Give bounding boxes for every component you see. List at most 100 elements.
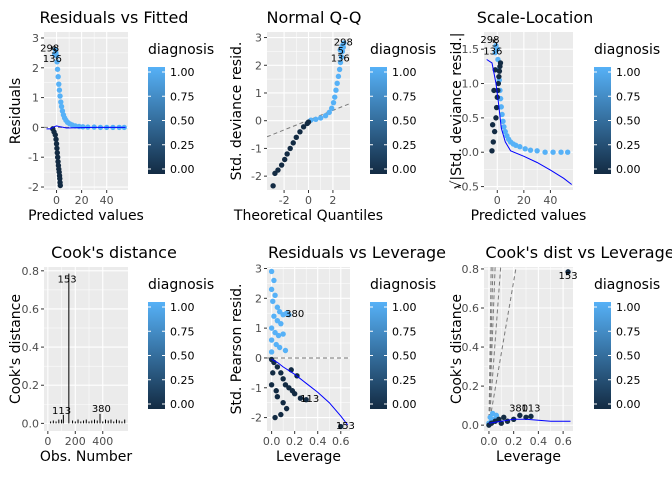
data-point-diagnosis-1 (339, 43, 345, 49)
point-label: 136 (43, 54, 62, 65)
colorbar-label: 0.50 (170, 350, 195, 363)
data-point-diagnosis-1 (498, 104, 504, 110)
point-label: 136 (331, 54, 350, 65)
y-tick-label: 1.5 (462, 43, 480, 56)
data-point-diagnosis-1 (492, 49, 498, 56)
data-point-diagnosis-1 (286, 312, 292, 318)
x-axis-label: Predicted values (471, 208, 587, 224)
data-point-diagnosis-0 (497, 60, 504, 66)
data-point-diagnosis-1 (278, 320, 284, 327)
data-layer (486, 267, 571, 428)
data-point-diagnosis-0 (297, 395, 304, 401)
y-axis-label: Std. deviance resid. (229, 42, 245, 181)
colorbar-label: 1.00 (616, 301, 641, 314)
plot-background (484, 267, 573, 431)
data-point-diagnosis-0 (275, 167, 281, 173)
colorbar-label: 0.75 (170, 325, 195, 338)
colorbar-label: 0.50 (392, 115, 417, 128)
colorbar-label: 0.25 (616, 139, 641, 152)
data-point-diagnosis-1 (522, 146, 528, 152)
x-axis-label: Obs. Number (40, 449, 133, 465)
x-tick-label: 0.4 (530, 435, 548, 448)
data-point-diagnosis-0 (278, 370, 284, 376)
data-point-diagnosis-0 (303, 396, 309, 403)
x-axis-label: Predicted values (28, 208, 144, 224)
y-tick-label: -2 (28, 181, 39, 194)
x-tick-label: 0.0 (263, 435, 281, 448)
data-point-diagnosis-1 (58, 103, 65, 110)
data-point-diagnosis-0 (273, 388, 279, 394)
data-point-diagnosis-1 (55, 74, 61, 80)
panel-title: Residuals vs Leverage (268, 243, 446, 262)
colorbar-label: 1.00 (392, 301, 417, 314)
panel-residuals-vs-leverage: 0.0 0.2 0.4 0.6 -2 -1 0 1 2 3 380 113 153 Residuals v… (229, 243, 446, 465)
data-point-diagnosis-0 (517, 412, 523, 419)
colorbar-label: 0.50 (392, 350, 417, 363)
colorbar-label: 0.00 (616, 163, 641, 176)
data-point-diagnosis-0 (305, 119, 312, 125)
data-point-diagnosis-1 (501, 124, 507, 130)
data-point-diagnosis-0 (284, 151, 290, 157)
x-tick-label: 0 (53, 194, 60, 207)
data-point-diagnosis-0 (300, 124, 307, 130)
y-tick-label: 0.4 (462, 341, 480, 354)
data-point-diagnosis-0 (291, 391, 298, 397)
data-point-diagnosis-0 (338, 423, 344, 430)
data-point-diagnosis-0 (496, 73, 502, 80)
y-tick-label: 0.2 (22, 379, 40, 392)
point-label: 113 (521, 404, 540, 415)
data-point-diagnosis-0 (290, 140, 296, 146)
colorbar (370, 67, 387, 174)
data-point-diagnosis-0 (55, 158, 61, 165)
y-tick-label: 0.8 (462, 263, 480, 276)
data-point-diagnosis-1 (268, 286, 275, 293)
x-tick-label: 200 (65, 435, 86, 448)
y-tick-label: 0 (32, 121, 39, 134)
point-label: 298 (40, 44, 59, 55)
colorbar-label: 0.75 (616, 325, 641, 338)
colorbar-label: 0.00 (392, 163, 417, 176)
data-point-diagnosis-0 (493, 104, 500, 111)
point-label: 5 (492, 38, 498, 49)
data-point-diagnosis-1 (337, 47, 343, 53)
x-tick-label: 0 (305, 194, 312, 207)
data-point-diagnosis-0 (490, 139, 496, 145)
colorbar-label: 0.00 (392, 398, 417, 411)
point-label: 5 (338, 46, 344, 57)
colorbar-label: 0.50 (616, 350, 641, 363)
data-point-diagnosis-1 (336, 66, 343, 73)
y-tick-label: 0.8 (22, 265, 40, 278)
data-point-diagnosis-1 (332, 94, 338, 100)
point-label: 298 (480, 35, 499, 46)
y-axis-label: Cook's distance (8, 294, 24, 404)
y-axis-label: Std. Pearson resid. (229, 284, 245, 415)
colorbar-label: 0.25 (170, 374, 195, 387)
x-tick-label: 20 (517, 194, 531, 207)
legend-diagnosis: diagnosis 1.00 0.75 0.50 0.25 0.00 (370, 277, 436, 411)
data-point-diagnosis-1 (56, 81, 62, 87)
data-point-diagnosis-1 (558, 149, 564, 155)
x-tick-label: -2 (279, 194, 290, 207)
colorbar (594, 67, 611, 174)
colorbar-label: 0.50 (616, 115, 641, 128)
x-tick-label: 0.6 (332, 435, 350, 448)
colorbar-label: 0.00 (616, 398, 641, 411)
point-label: 298 (334, 38, 353, 49)
y-tick-label: 0 (255, 352, 262, 365)
cook-contour-line (488, 267, 494, 426)
data-layer (486, 43, 573, 185)
data-point-diagnosis-1 (502, 128, 508, 135)
y-tick-label: 0.0 (462, 146, 480, 159)
data-point-diagnosis-0 (495, 80, 502, 87)
legend-diagnosis: diagnosis 1.00 0.75 0.50 0.25 0.00 (370, 42, 436, 176)
data-point-diagnosis-0 (496, 416, 502, 422)
cook-contour-line (488, 267, 502, 426)
data-point-diagnosis-1 (564, 149, 571, 155)
y-tick-label: 3 (255, 32, 262, 45)
data-point-diagnosis-1 (274, 304, 281, 310)
panel-cooks-distance: 0 200 400 0.0 0.2 0.4 0.6 0.8 153 113 380 Cook's di… (8, 243, 214, 465)
data-point-diagnosis-1 (338, 54, 345, 60)
